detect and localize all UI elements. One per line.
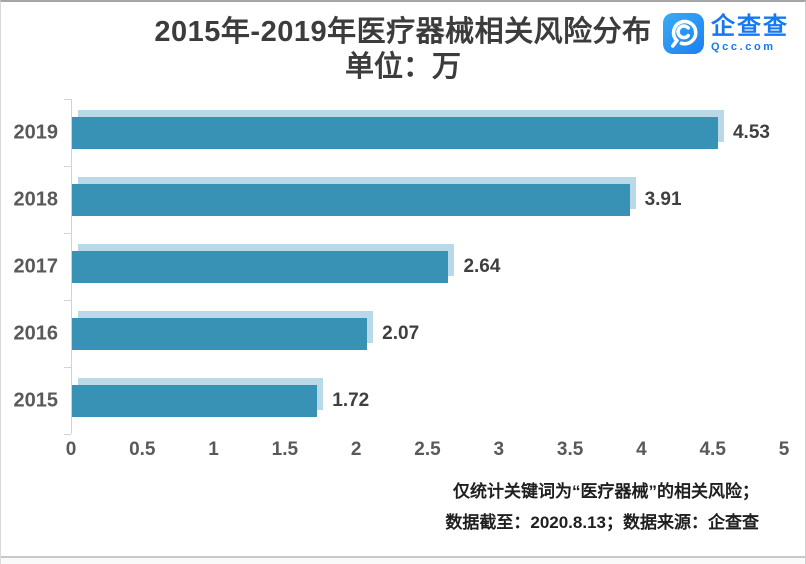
category-label: 2019 <box>13 121 59 143</box>
axis-tick <box>64 99 71 100</box>
axis-tick <box>64 233 71 234</box>
axis-tick <box>64 300 71 301</box>
x-tick-label: 1 <box>208 439 219 460</box>
axis-tick <box>64 166 71 167</box>
qcc-logo-domain: Qcc.com <box>711 40 776 53</box>
category-label: 2016 <box>13 322 59 344</box>
x-tick-label: 4.5 <box>699 439 726 460</box>
bar <box>72 117 718 149</box>
x-tick-label: 0 <box>65 439 77 460</box>
x-tick-label: 2 <box>350 439 362 460</box>
x-tick-label: 2.5 <box>414 439 441 460</box>
value-label: 3.91 <box>644 188 682 210</box>
bar-row-2017: 2017 2.64 <box>14 233 784 300</box>
footer-line-source: 数据截至：2020.8.13；数据来源：企查查 <box>445 513 759 532</box>
x-tick-label: 1.5 <box>271 439 299 460</box>
x-tick-label: 3.5 <box>556 439 584 460</box>
value-label: 1.72 <box>332 389 370 411</box>
frame-bottom-edge <box>1 556 805 564</box>
chart-title: 2015年-2019年医疗器械相关风险分布 <box>154 16 652 48</box>
x-tick-label: 0.5 <box>129 439 156 460</box>
value-label: 2.64 <box>463 255 501 277</box>
bar <box>72 251 449 283</box>
bar-row-2018: 2018 3.91 <box>14 166 784 233</box>
bar-row-2019: 2019 4.53 <box>14 99 784 166</box>
data-source-note: 仅统计关键词为“医疗器械”的相关风险； 数据截至：2020.8.13；数据来源：… <box>445 476 759 538</box>
x-tick-label: 3 <box>493 439 505 460</box>
category-label: 2018 <box>13 188 59 210</box>
bar-row-2016: 2016 2.07 <box>14 300 784 367</box>
category-label: 2017 <box>13 255 59 277</box>
qcc-logo: 企查查 Qcc.com <box>663 13 789 54</box>
x-tick-label: 4 <box>636 439 647 460</box>
bar <box>72 318 368 350</box>
qcc-magnifier-icon <box>663 13 704 54</box>
category-label: 2015 <box>13 389 59 411</box>
bar <box>72 385 318 417</box>
axis-tick <box>64 434 71 435</box>
axis-tick <box>64 367 71 368</box>
bar <box>72 184 630 216</box>
chart-title-block: 2015年-2019年医疗器械相关风险分布 单位：万 <box>1 2 805 84</box>
x-tick-label: 5 <box>778 439 790 460</box>
value-label: 2.07 <box>382 322 420 344</box>
qcc-logo-name: 企查查 <box>711 12 789 40</box>
value-label: 4.53 <box>732 121 770 143</box>
bar-row-2015: 2015 1.72 <box>14 367 784 434</box>
qcc-logo-text: 企查查 Qcc.com <box>711 12 789 53</box>
footer-line-keyword: 仅统计关键词为“医疗器械”的相关风险； <box>453 482 759 501</box>
chart-subtitle-unit: 单位：万 <box>344 51 461 83</box>
y-axis-line <box>71 99 72 434</box>
x-axis-labels: 0 0.5 1 1.5 2 2.5 3 3.5 4 4.5 5 <box>66 439 790 465</box>
bar-chart-plot-area: 2019 4.53 2018 3.91 2017 2.64 2016 2.07 … <box>14 99 784 435</box>
